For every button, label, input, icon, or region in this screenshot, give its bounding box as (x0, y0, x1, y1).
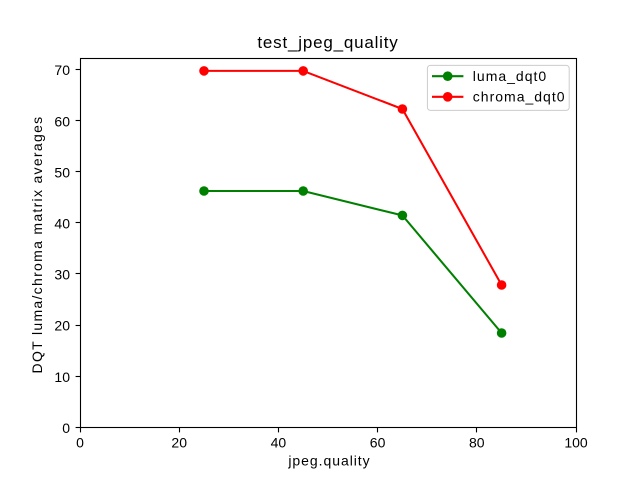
svg-text:100: 100 (564, 435, 588, 451)
svg-text:70: 70 (54, 62, 70, 78)
svg-text:10: 10 (54, 369, 70, 385)
svg-text:30: 30 (54, 267, 70, 283)
svg-text:jpeg.quality: jpeg.quality (287, 452, 370, 468)
svg-text:80: 80 (469, 435, 485, 451)
svg-text:40: 40 (271, 435, 287, 451)
svg-text:DQT luma/chroma matrix average: DQT luma/chroma matrix averages (29, 116, 45, 374)
svg-text:50: 50 (54, 164, 70, 180)
svg-text:chroma_dqt0: chroma_dqt0 (473, 89, 566, 105)
svg-text:luma_dqt0: luma_dqt0 (473, 68, 547, 84)
svg-text:60: 60 (370, 435, 386, 451)
svg-text:test_jpeg_quality: test_jpeg_quality (257, 33, 398, 52)
svg-text:40: 40 (54, 216, 70, 232)
svg-text:0: 0 (76, 435, 84, 451)
svg-text:20: 20 (54, 318, 70, 334)
svg-text:20: 20 (171, 435, 187, 451)
svg-text:0: 0 (62, 420, 70, 436)
svg-text:60: 60 (54, 113, 70, 129)
